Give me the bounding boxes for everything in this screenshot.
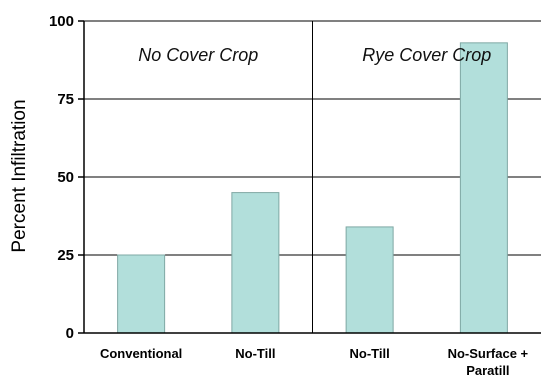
bar-2 — [345, 226, 394, 334]
group-label-1: Rye Cover Crop — [362, 45, 491, 65]
x-tick-label-0: Conventional — [100, 346, 182, 361]
x-tick-label-2: No-Till — [350, 346, 390, 361]
y-tick-label-100: 100 — [49, 13, 74, 30]
x-tick-label-3-line2: Paratill — [466, 363, 509, 378]
bar-0 — [117, 254, 166, 334]
y-axis-label: Percent Infiltration — [9, 99, 30, 252]
group-label-0: No Cover Crop — [138, 45, 258, 65]
y-tick-label-50: 50 — [57, 169, 74, 186]
x-tick-label-3: No-Surface + — [448, 346, 529, 361]
bar-1 — [231, 192, 280, 334]
bar-3 — [459, 42, 508, 334]
labels: 0 25 50 75 100 Conventional No-Till No-Till No-S… — [49, 13, 529, 378]
y-tick-label-25: 25 — [57, 247, 74, 264]
y-tick-label-75: 75 — [57, 91, 74, 108]
y-tick-label-0: 0 — [66, 325, 74, 342]
bars — [117, 42, 508, 334]
x-tick-label-1: No-Till — [235, 346, 275, 361]
axes — [78, 20, 541, 334]
